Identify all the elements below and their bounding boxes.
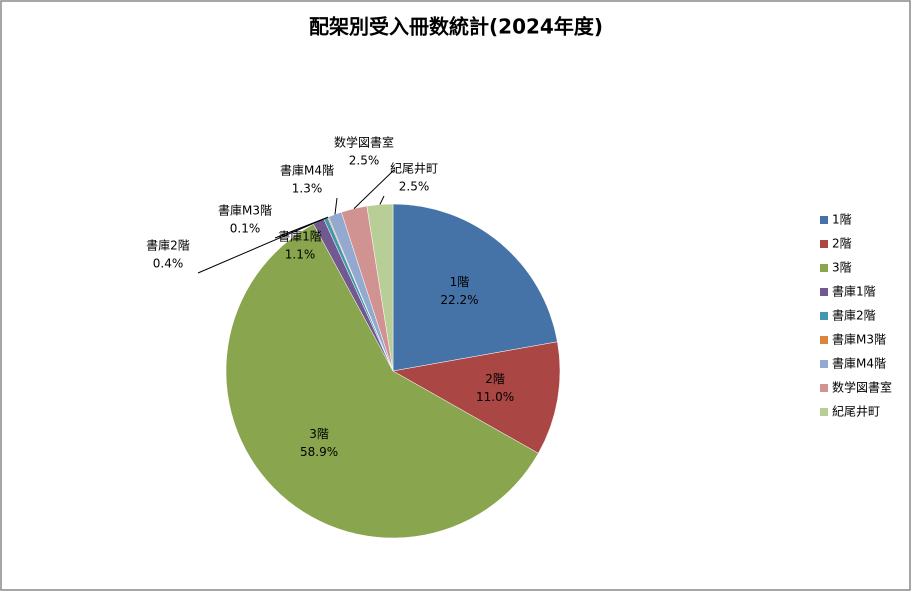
legend-swatch (820, 336, 828, 344)
legend-label: 2階 (832, 236, 852, 251)
legend-swatch (820, 288, 828, 296)
data-label-value: 22.2% (440, 293, 478, 307)
legend-swatch (820, 216, 828, 224)
data-label-name: 紀尾井町 (390, 162, 438, 176)
data-label-name: 数学図書室 (334, 135, 394, 150)
data-label-value: 1.1% (285, 248, 316, 262)
data-label-name: 書庫M4階 (280, 163, 334, 178)
legend-label: 数学図書室 (832, 380, 892, 395)
pie-slice (392, 341, 561, 454)
legend-label: 3階 (832, 260, 852, 275)
data-label-value: 0.1% (230, 222, 261, 236)
legend-label: 書庫M4階 (832, 356, 886, 371)
data-label-name: 2階 (485, 371, 505, 386)
legend-swatch (820, 240, 828, 248)
data-label-name: 1階 (450, 274, 470, 289)
legend-label: 紀尾井町 (832, 405, 880, 419)
pie-slice (392, 203, 558, 372)
leader-line (197, 217, 326, 274)
data-label-value: 2.5% (349, 154, 380, 168)
data-label-name: 3階 (309, 426, 329, 441)
legend-swatch (820, 360, 828, 368)
legend-swatch (820, 408, 828, 416)
pie-slice (225, 223, 539, 539)
legend-swatch (820, 384, 828, 392)
data-label-value: 2.5% (399, 180, 430, 194)
data-label-value: 1.3% (292, 182, 323, 196)
legend-label: 1階 (832, 212, 852, 227)
chart-title: 配架別受入冊数統計(2024年度) (309, 15, 603, 39)
legend-label: 書庫M3階 (832, 332, 886, 347)
data-label-value: 11.0% (476, 390, 514, 404)
leader-line (334, 197, 338, 215)
data-label-name: 書庫2階 (146, 238, 190, 253)
leader-line (379, 195, 385, 205)
legend-swatch (820, 312, 828, 320)
data-label-value: 0.4% (153, 257, 184, 271)
data-label-name: 書庫M3階 (218, 203, 272, 218)
leader-line (274, 216, 329, 239)
legend-label: 書庫2階 (832, 308, 876, 323)
leader-line (353, 169, 395, 209)
legend-swatch (820, 264, 828, 272)
legend-label: 書庫1階 (832, 284, 876, 299)
pie-slice (366, 203, 394, 372)
data-label-value: 58.9% (300, 445, 338, 459)
